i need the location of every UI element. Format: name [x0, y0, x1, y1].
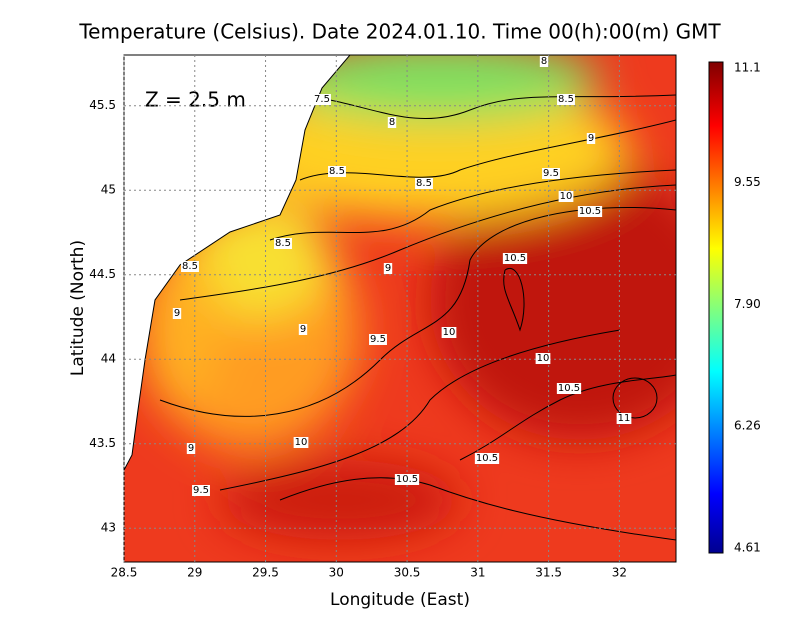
contour-label-bg: [474, 453, 500, 464]
x-tick-label: 29.5: [252, 566, 279, 580]
x-tick-label: 29: [187, 566, 202, 580]
contour-label-bg: [298, 324, 308, 335]
contour-label: 9: [588, 133, 594, 144]
contour-label: 8: [541, 56, 547, 67]
contour-label-bg: [186, 443, 196, 454]
y-tick-label: 44.5: [89, 267, 116, 281]
contour-label-bg: [577, 206, 603, 217]
colorbar-tick-label: 11.1: [734, 61, 761, 75]
contour-label-bg: [556, 383, 582, 394]
contour-label-bg: [369, 334, 387, 345]
contour-label-bg: [586, 133, 596, 144]
contour-label-bg: [557, 94, 575, 105]
colorbar-tick-label: 6.26: [734, 418, 761, 432]
contour-label: 8.5: [329, 166, 345, 177]
contour-label: 10.5: [476, 453, 498, 464]
x-tick-label: 31.5: [535, 566, 562, 580]
contour-label: 8.5: [416, 178, 432, 189]
x-tick-label: 31: [470, 566, 485, 580]
y-tick-label: 45: [101, 183, 116, 197]
contour-label: 9: [188, 443, 194, 454]
y-tick-label: 43.5: [89, 436, 116, 450]
contour-label-bg: [274, 238, 292, 249]
x-axis-label: Longitude (East): [330, 590, 470, 610]
temperature-field: [124, 55, 676, 562]
contour-label: 8.5: [182, 261, 198, 272]
contour-label-bg: [616, 413, 632, 424]
contour-label: 9.5: [193, 485, 209, 496]
x-tick-label: 30: [329, 566, 344, 580]
contour-label: 10.5: [504, 253, 526, 264]
contour-label-bg: [539, 56, 549, 67]
contour-label: 9: [174, 308, 180, 319]
contour-label: 10.5: [579, 206, 601, 217]
contour-label-bg: [535, 353, 551, 364]
y-tick-label: 44: [101, 352, 116, 366]
plot-frame: [123, 54, 677, 563]
contour-label: 10.5: [558, 383, 580, 394]
contour-label-bg: [192, 485, 210, 496]
contour-label-bg: [415, 178, 433, 189]
contour-label: 8: [389, 117, 395, 128]
contour-label-bg: [441, 327, 457, 338]
contour-label-bg: [542, 168, 560, 179]
contour-label: 10.5: [396, 474, 418, 485]
contour-label: 10: [537, 353, 550, 364]
contour-label: 10: [443, 327, 456, 338]
contour-label-bg: [293, 437, 309, 448]
contour-label: 11: [618, 413, 631, 424]
y-tick-label: 43: [101, 521, 116, 535]
contour-label-bg: [502, 253, 528, 264]
contour-label-bg: [394, 474, 420, 485]
contour-label: 7.5: [314, 94, 330, 105]
colorbar-tick-label: 4.61: [734, 541, 761, 555]
contour-label-bg: [383, 263, 393, 274]
y-tick-label: 45.5: [89, 98, 116, 112]
colorbar-tick-label: 7.90: [734, 297, 761, 311]
x-tick-label: 30.5: [394, 566, 421, 580]
depth-label: Z = 2.5 m: [145, 88, 246, 112]
colorbar: [708, 61, 724, 554]
contour-label: 8.5: [558, 94, 574, 105]
contour-label: 10: [560, 191, 573, 202]
contour-label-bg: [328, 166, 346, 177]
x-tick-label: 28.5: [111, 566, 138, 580]
contour-label: 8.5: [275, 238, 291, 249]
contour-label: 9: [385, 263, 391, 274]
contour-label-bg: [172, 308, 182, 319]
contour-label: 9: [300, 324, 306, 335]
contour-label: 10: [295, 437, 308, 448]
contour-label-bg: [313, 94, 331, 105]
title: Temperature (Celsius). Date 2024.01.10. …: [78, 20, 721, 44]
colorbar-tick-label: 9.55: [734, 175, 761, 189]
y-axis-label: Latitude (North): [68, 240, 88, 376]
contour-label-bg: [558, 191, 574, 202]
contour-label-bg: [181, 261, 199, 272]
contour-label: 9.5: [543, 168, 559, 179]
contour-label-bg: [387, 117, 397, 128]
contour-label: 9.5: [370, 334, 386, 345]
x-tick-label: 32: [612, 566, 627, 580]
